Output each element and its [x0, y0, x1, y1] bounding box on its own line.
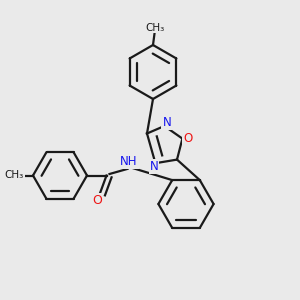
- Text: N: N: [162, 116, 171, 129]
- Text: N: N: [149, 160, 158, 173]
- Text: NH: NH: [120, 155, 138, 168]
- Text: CH₃: CH₃: [5, 170, 24, 181]
- Text: O: O: [93, 194, 102, 207]
- Text: CH₃: CH₃: [146, 22, 165, 33]
- Text: O: O: [183, 131, 192, 145]
